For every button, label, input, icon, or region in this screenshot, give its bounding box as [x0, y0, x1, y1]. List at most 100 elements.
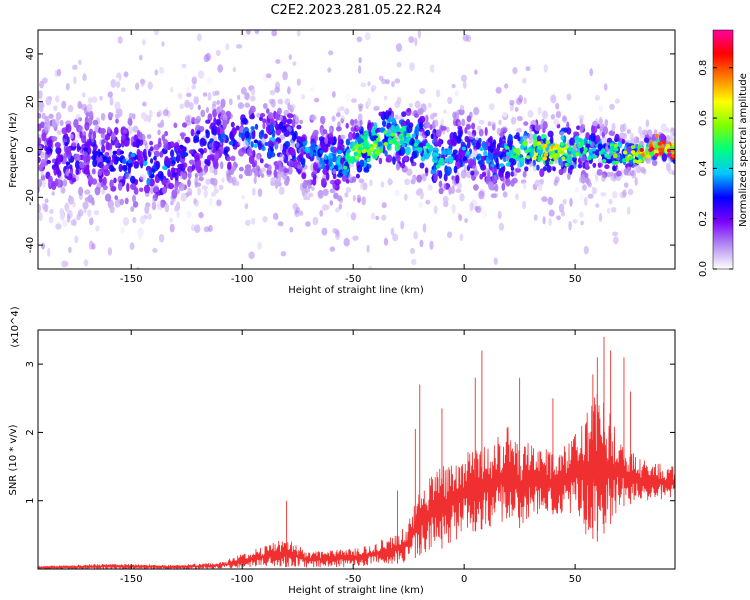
spectral-cell	[107, 247, 113, 256]
spectral-peak	[633, 159, 638, 164]
spectral-cell	[230, 155, 236, 162]
spectral-peak	[374, 150, 379, 155]
spectral-cell	[78, 161, 85, 169]
spectral-cell	[645, 146, 649, 155]
spectral-cell	[666, 135, 672, 143]
spectral-cell	[299, 142, 303, 148]
spectral-cell	[274, 165, 280, 170]
spectral-cell	[235, 44, 243, 49]
spectral-cell	[452, 111, 457, 119]
spectral-peak	[393, 140, 398, 145]
spectral-cell	[510, 166, 515, 172]
spectral-cell	[246, 147, 253, 157]
spectral-cell	[307, 179, 312, 185]
spectral-cell	[194, 224, 201, 234]
spectral-cell	[362, 24, 367, 30]
spectral-cell	[573, 131, 579, 136]
spectral-cell	[57, 155, 62, 165]
spectral-cell	[490, 193, 497, 199]
spectral-peak	[654, 153, 659, 157]
spectral-cell	[229, 132, 234, 141]
spectral-cell	[296, 78, 301, 86]
spectral-cell	[277, 221, 284, 227]
spectral-cell	[250, 95, 256, 102]
spectral-cell	[408, 36, 415, 44]
spectral-cell	[516, 127, 522, 133]
spectral-cell	[251, 217, 256, 225]
spectral-cell	[54, 161, 59, 168]
spectral-cell	[157, 129, 161, 136]
spectral-cell	[612, 165, 616, 172]
spectral-cell	[336, 126, 342, 132]
spectral-cell	[72, 64, 78, 71]
spectral-cell	[300, 157, 306, 165]
spectral-peak	[411, 133, 416, 138]
spectral-cell	[308, 273, 314, 279]
spectral-peak	[512, 155, 518, 160]
spectral-cell	[634, 164, 639, 172]
spectral-peak	[543, 143, 548, 148]
spectral-cell	[107, 126, 111, 134]
spectral-cell	[462, 81, 467, 89]
spectral-peak	[560, 142, 565, 147]
spectral-peak	[666, 152, 672, 157]
spectral-cell	[408, 103, 413, 108]
spectral-cell	[395, 162, 400, 171]
spectral-cell	[419, 239, 424, 248]
spectral-cell	[208, 224, 213, 233]
spectral-cell	[523, 97, 527, 105]
spectral-cell	[433, 173, 438, 182]
spectral-cell	[157, 141, 162, 148]
spectral-cell	[584, 161, 589, 169]
spectral-cell	[147, 114, 152, 123]
spectral-cell	[269, 122, 274, 133]
spectral-cell	[494, 148, 500, 155]
spectral-cell	[120, 87, 126, 93]
spectral-cell	[515, 167, 521, 173]
spectral-peak	[372, 143, 377, 148]
spectral-cell	[312, 115, 318, 121]
spectral-cell	[139, 215, 146, 225]
spectral-cell	[592, 162, 597, 168]
spectral-cell	[217, 64, 223, 73]
spectral-cell	[427, 102, 432, 108]
spectral-cell	[114, 101, 121, 111]
spectral-cell	[601, 173, 606, 182]
spectral-cell	[226, 156, 231, 162]
spectral-cell	[566, 121, 570, 129]
spectral-cell	[474, 69, 478, 75]
spectral-cell	[91, 243, 96, 250]
spectral-peak	[436, 164, 441, 169]
spectral-cell	[569, 164, 574, 170]
spectral-cell	[132, 141, 139, 148]
spectral-cell	[187, 171, 192, 180]
spectral-cell	[357, 136, 362, 145]
spectral-cell	[586, 143, 591, 148]
spectral-cell	[205, 52, 212, 61]
spectral-cell	[544, 159, 551, 165]
spectral-cell	[329, 246, 336, 252]
spectral-cell	[142, 39, 146, 46]
spectral-cell	[355, 120, 362, 131]
spectral-cell	[191, 164, 196, 171]
spectral-cell	[129, 242, 135, 251]
spectral-cell	[220, 133, 226, 138]
spectral-cell	[391, 81, 395, 88]
spectral-cell	[284, 178, 290, 186]
spectral-cell	[594, 94, 601, 101]
spectral-cell	[514, 107, 519, 112]
spectral-cell	[527, 133, 534, 140]
spectral-cell	[578, 114, 585, 120]
spectral-cell	[59, 119, 64, 127]
spectral-cell	[541, 196, 548, 202]
spectral-cell	[339, 134, 346, 140]
spectral-cell	[161, 179, 168, 184]
spectral-cell	[42, 179, 46, 188]
spectral-cell	[157, 170, 164, 179]
spectral-cell	[467, 209, 474, 219]
spectral-cell	[378, 157, 383, 165]
spectral-peak	[550, 153, 555, 158]
spectral-cell	[38, 203, 41, 214]
x-tick-label: -100	[231, 574, 254, 585]
spectral-cell	[38, 156, 41, 164]
